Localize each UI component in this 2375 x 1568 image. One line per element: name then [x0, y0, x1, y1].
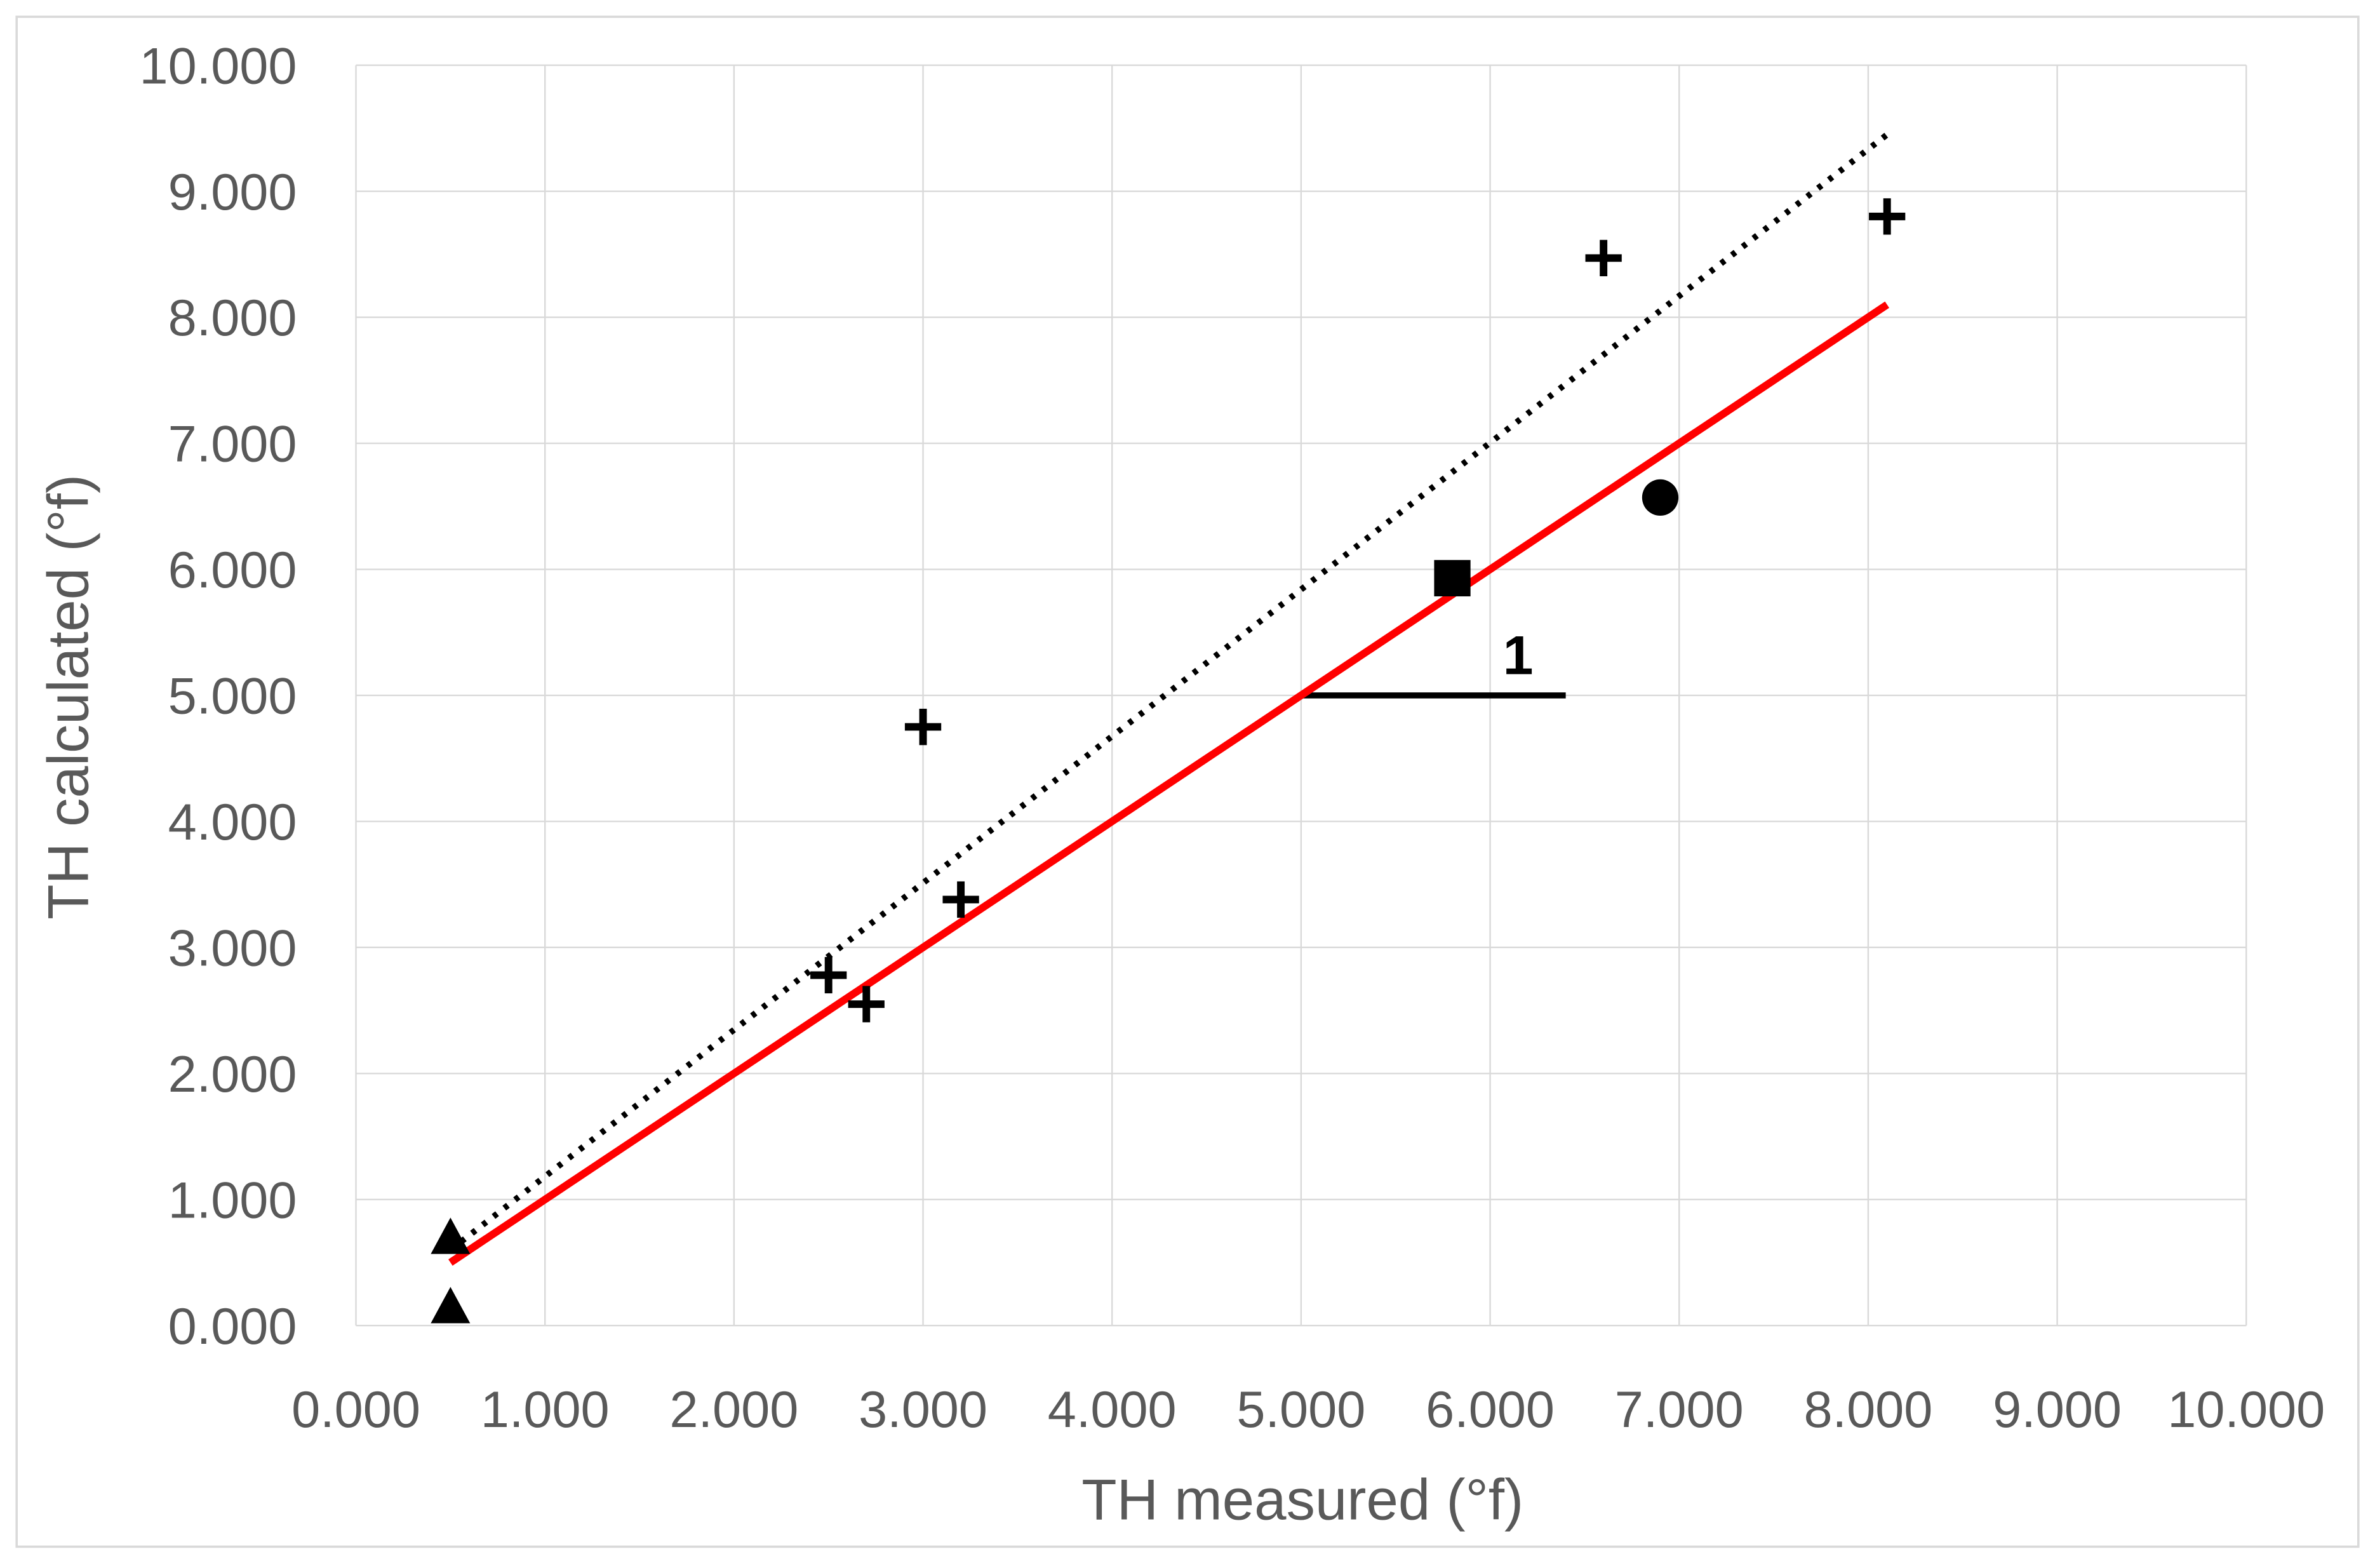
y-tick-label: 4.000 [168, 794, 297, 851]
plus-marker [1869, 198, 1906, 235]
x-tick-label: 1.000 [481, 1381, 610, 1438]
plus-marker [810, 956, 847, 994]
y-tick-label: 1.000 [168, 1172, 297, 1229]
y-tick-label: 2.000 [168, 1046, 297, 1103]
x-tick-label: 8.000 [1803, 1381, 1932, 1438]
circle-marker [1642, 479, 1679, 516]
annotation-text: 1 [1503, 626, 1534, 687]
regression-line [448, 132, 1889, 1252]
square-marker [1434, 560, 1471, 597]
x-tick-label: 2.000 [669, 1381, 798, 1438]
x-tick-label: 3.000 [859, 1381, 987, 1438]
plus-marker [848, 986, 885, 1022]
y-tick-label: 7.000 [168, 416, 297, 473]
y-tick-label: 6.000 [168, 542, 297, 599]
x-tick-label: 9.000 [1993, 1381, 2122, 1438]
plus-marker [1585, 239, 1622, 276]
y-axis-label: TH calculated (°f) [36, 474, 100, 920]
y-tick-label: 0.000 [168, 1298, 297, 1355]
triangle-marker [431, 1217, 471, 1254]
x-tick-label: 4.000 [1048, 1381, 1177, 1438]
x-tick-label: 0.000 [291, 1381, 420, 1438]
y-tick-label: 5.000 [168, 668, 297, 725]
x-tick-label: 7.000 [1615, 1381, 1744, 1438]
x-axis-label: TH measured (°f) [1081, 1468, 1523, 1532]
x-tick-label: 10.000 [2167, 1381, 2325, 1438]
x-tick-label: 5.000 [1236, 1381, 1365, 1438]
y-tick-label: 3.000 [168, 920, 297, 977]
x-tick-label: 6.000 [1426, 1381, 1555, 1438]
triangle-marker [431, 1287, 471, 1323]
y-tick-label: 8.000 [168, 290, 297, 347]
plus-marker [942, 881, 979, 918]
chart-border [15, 15, 2360, 1548]
plus-marker [904, 708, 942, 746]
trend-line [448, 301, 1889, 1266]
y-tick-label: 9.000 [168, 164, 297, 221]
y-tick-label: 10.000 [140, 37, 297, 95]
